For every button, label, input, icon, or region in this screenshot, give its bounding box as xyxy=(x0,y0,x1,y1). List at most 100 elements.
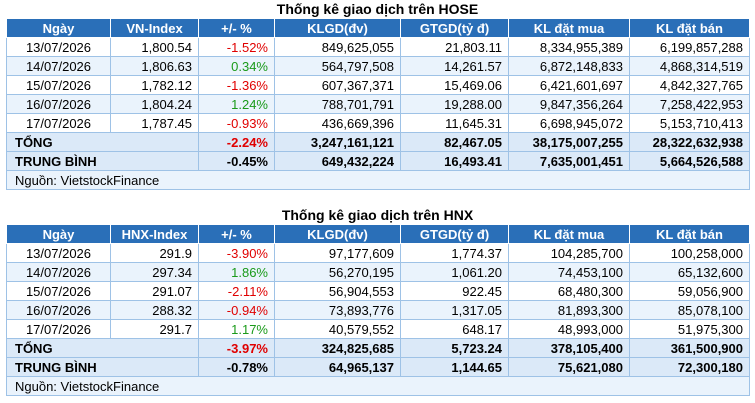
hose-header-sell-orders: KL đặt bán xyxy=(629,18,750,38)
table-row: 16/07/2026 1,804.24 1.24% 788,701,791 19… xyxy=(6,94,750,114)
value-cell: 15,469.06 xyxy=(400,75,509,95)
table-row: 15/07/2026 291.07 -2.11% 56,904,553 922.… xyxy=(6,281,750,301)
change-cell: -2.11% xyxy=(198,281,275,301)
value-cell: 922.45 xyxy=(400,281,509,301)
hnx-header-value: GTGD(tỷ đ) xyxy=(400,224,509,244)
volume-cell: 97,177,609 xyxy=(274,243,401,263)
volume-cell: 56,270,195 xyxy=(274,262,401,282)
date-cell: 14/07/2026 xyxy=(6,56,111,76)
date-cell: 17/07/2026 xyxy=(6,113,111,133)
index-cell: 288.32 xyxy=(110,300,199,320)
average-row: TRUNG BÌNH -0.78% 64,965,137 1,144.65 75… xyxy=(6,357,750,377)
change-cell: -0.94% xyxy=(198,300,275,320)
hnx-section: Thống kê giao dịch trên HNX Ngày HNX-Ind… xyxy=(6,206,750,396)
table-row: 14/07/2026 297.34 1.86% 56,270,195 1,061… xyxy=(6,262,750,282)
hose-header-row: Ngày VN-Index +/- % KLGD(đv) GTGD(tỷ đ) … xyxy=(6,18,750,38)
hose-table: Ngày VN-Index +/- % KLGD(đv) GTGD(tỷ đ) … xyxy=(6,18,750,190)
total-value: 82,467.05 xyxy=(400,132,509,152)
buy-cell: 104,285,700 xyxy=(508,243,630,263)
sell-cell: 100,258,000 xyxy=(629,243,750,263)
hnx-header-date: Ngày xyxy=(6,224,111,244)
sell-cell: 85,078,100 xyxy=(629,300,750,320)
total-buy: 38,175,007,255 xyxy=(508,132,630,152)
buy-cell: 81,893,300 xyxy=(508,300,630,320)
sell-cell: 4,842,327,765 xyxy=(629,75,750,95)
value-cell: 1,774.37 xyxy=(400,243,509,263)
hnx-title: Thống kê giao dịch trên HNX xyxy=(281,207,474,223)
change-cell: 1.86% xyxy=(198,262,275,282)
average-sell: 5,664,526,588 xyxy=(629,151,750,171)
value-cell: 648.17 xyxy=(400,319,509,339)
buy-cell: 9,847,356,264 xyxy=(508,94,630,114)
sell-cell: 59,056,900 xyxy=(629,281,750,301)
source-note: Nguồn: VietstockFinance xyxy=(6,170,750,190)
table-row: 17/07/2026 1,787.45 -0.93% 436,669,396 1… xyxy=(6,113,750,133)
average-buy: 7,635,001,451 xyxy=(508,151,630,171)
change-cell: 1.17% xyxy=(198,319,275,339)
total-value: 5,723.24 xyxy=(400,338,509,358)
date-cell: 16/07/2026 xyxy=(6,94,111,114)
average-label: TRUNG BÌNH xyxy=(6,151,199,171)
date-cell: 17/07/2026 xyxy=(6,319,111,339)
buy-cell: 48,993,000 xyxy=(508,319,630,339)
buy-cell: 68,480,300 xyxy=(508,281,630,301)
date-cell: 15/07/2026 xyxy=(6,75,111,95)
hose-title: Thống kê giao dịch trên HOSE xyxy=(276,1,479,17)
date-cell: 15/07/2026 xyxy=(6,281,111,301)
hose-header-volume: KLGD(đv) xyxy=(274,18,401,38)
total-volume: 3,247,161,121 xyxy=(274,132,401,152)
value-cell: 1,317.05 xyxy=(400,300,509,320)
volume-cell: 788,701,791 xyxy=(274,94,401,114)
volume-cell: 849,625,055 xyxy=(274,37,401,57)
value-cell: 11,645.31 xyxy=(400,113,509,133)
buy-cell: 6,698,945,072 xyxy=(508,113,630,133)
hose-header-change: +/- % xyxy=(198,18,275,38)
hnx-header-change: +/- % xyxy=(198,224,275,244)
hose-header-value: GTGD(tỷ đ) xyxy=(400,18,509,38)
value-cell: 19,288.00 xyxy=(400,94,509,114)
volume-cell: 436,669,396 xyxy=(274,113,401,133)
index-cell: 1,782.12 xyxy=(110,75,199,95)
index-cell: 291.07 xyxy=(110,281,199,301)
source-row: Nguồn: VietstockFinance xyxy=(6,170,750,190)
average-label: TRUNG BÌNH xyxy=(6,357,199,377)
sell-cell: 6,199,857,288 xyxy=(629,37,750,57)
hnx-header-volume: KLGD(đv) xyxy=(274,224,401,244)
total-change: -3.97% xyxy=(198,338,275,358)
index-cell: 1,800.54 xyxy=(110,37,199,57)
volume-cell: 40,579,552 xyxy=(274,319,401,339)
total-row: TỔNG -2.24% 3,247,161,121 82,467.05 38,1… xyxy=(6,132,750,152)
date-cell: 14/07/2026 xyxy=(6,262,111,282)
change-cell: -0.93% xyxy=(198,113,275,133)
sell-cell: 65,132,600 xyxy=(629,262,750,282)
total-buy: 378,105,400 xyxy=(508,338,630,358)
total-volume: 324,825,685 xyxy=(274,338,401,358)
value-cell: 1,061.20 xyxy=(400,262,509,282)
hnx-header-buy-orders: KL đặt mua xyxy=(508,224,630,244)
average-row: TRUNG BÌNH -0.45% 649,432,224 16,493.41 … xyxy=(6,151,750,171)
total-row: TỔNG -3.97% 324,825,685 5,723.24 378,105… xyxy=(6,338,750,358)
volume-cell: 56,904,553 xyxy=(274,281,401,301)
average-change: -0.45% xyxy=(198,151,275,171)
change-cell: 0.34% xyxy=(198,56,275,76)
buy-cell: 8,334,955,389 xyxy=(508,37,630,57)
hose-header-buy-orders: KL đặt mua xyxy=(508,18,630,38)
table-row: 13/07/2026 291.9 -3.90% 97,177,609 1,774… xyxy=(6,243,750,263)
value-cell: 21,803.11 xyxy=(400,37,509,57)
index-cell: 297.34 xyxy=(110,262,199,282)
hose-header-date: Ngày xyxy=(6,18,111,38)
hnx-table: Ngày HNX-Index +/- % KLGD(đv) GTGD(tỷ đ)… xyxy=(6,224,750,396)
average-volume: 649,432,224 xyxy=(274,151,401,171)
average-change: -0.78% xyxy=(198,357,275,377)
hnx-header-row: Ngày HNX-Index +/- % KLGD(đv) GTGD(tỷ đ)… xyxy=(6,224,750,244)
date-cell: 13/07/2026 xyxy=(6,243,111,263)
table-row: 14/07/2026 1,806.63 0.34% 564,797,508 14… xyxy=(6,56,750,76)
total-change: -2.24% xyxy=(198,132,275,152)
volume-cell: 564,797,508 xyxy=(274,56,401,76)
average-value: 16,493.41 xyxy=(400,151,509,171)
index-cell: 291.9 xyxy=(110,243,199,263)
average-value: 1,144.65 xyxy=(400,357,509,377)
index-cell: 1,806.63 xyxy=(110,56,199,76)
sell-cell: 5,153,710,413 xyxy=(629,113,750,133)
change-cell: -3.90% xyxy=(198,243,275,263)
